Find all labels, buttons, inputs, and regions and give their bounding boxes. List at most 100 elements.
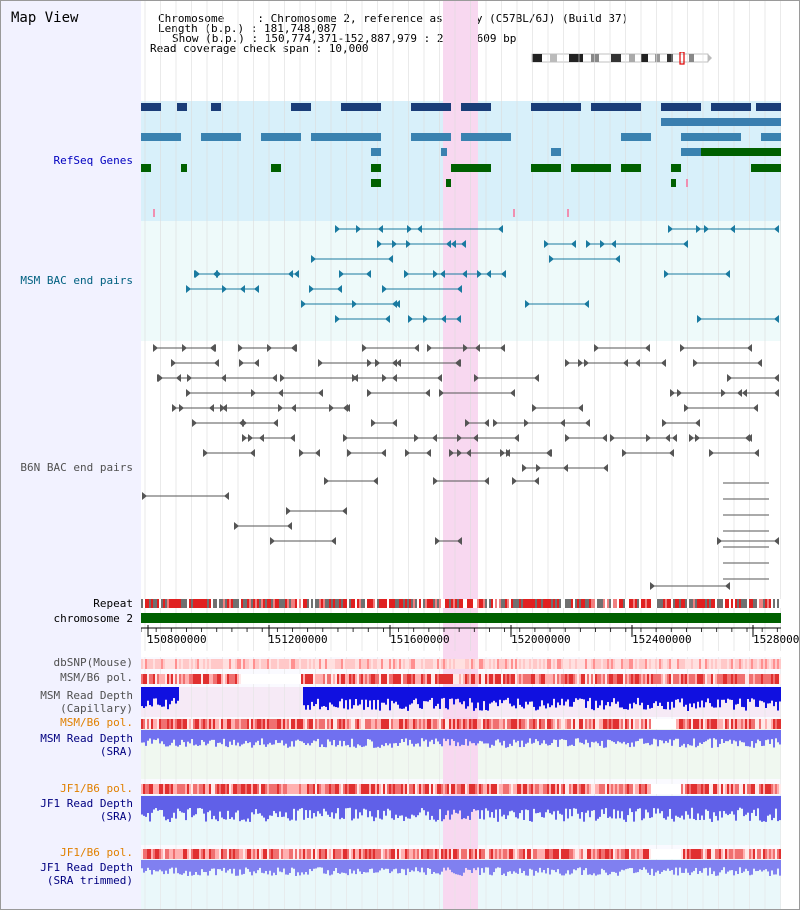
- chromosome-ideogram[interactable]: [529, 52, 715, 66]
- msm-pol-sra-heat: [449, 719, 451, 729]
- jf1-pol-heat: [169, 784, 171, 794]
- jf1-trim-depth-bar: [253, 860, 255, 872]
- msm-capillary-depth-bar: [511, 687, 513, 707]
- jf1-sra-depth-bar: [373, 796, 375, 822]
- repeat-block: [565, 599, 567, 608]
- msm-pol-sra-heat: [383, 719, 385, 729]
- dbsnp-heat: [209, 659, 211, 669]
- b6n-bac-pair-end: [220, 404, 225, 412]
- jf1-pol-heat: [275, 784, 277, 794]
- dbsnp-heat: [197, 659, 199, 669]
- msm-bac-pair-end: [423, 315, 428, 323]
- jf1-sra-depth-bar: [625, 796, 627, 822]
- jf1-sra-depth-bar: [487, 796, 489, 811]
- msm-sra-depth-bar: [599, 730, 601, 746]
- msm-pol-sra-heat: [279, 719, 281, 729]
- b6n-bac-pair-end: [414, 434, 419, 442]
- repeat-block: [507, 599, 509, 608]
- msm-pol-sra-heat: [417, 719, 419, 729]
- msm-capillary-depth-bar: [415, 687, 417, 699]
- msm-pol-sra-heat: [497, 719, 499, 729]
- jf1-pol-heat: [467, 784, 469, 794]
- jf1-pol-trim-heat: [153, 849, 155, 859]
- msm-pol-sra-heat: [419, 719, 421, 729]
- jf1-sra-depth-bar: [409, 796, 411, 819]
- jf1-sra-depth-bar: [223, 796, 225, 820]
- jf1-sra-depth-bar: [775, 796, 777, 809]
- gene-feature: [761, 133, 781, 141]
- jf1-pol-trim-heat: [693, 849, 695, 859]
- jf1-trim-depth-bar: [179, 860, 181, 875]
- msm-sra-depth-bar: [671, 730, 673, 746]
- msm-pol-heat: [687, 674, 689, 684]
- dbsnp-heat: [151, 659, 153, 669]
- dbsnp-heat: [455, 659, 457, 669]
- repeat-block: [211, 599, 213, 608]
- jf1-trim-depth-bar: [281, 860, 283, 873]
- jf1-sra-depth-bar: [647, 796, 649, 813]
- msm-sra-depth-bar: [211, 730, 213, 740]
- jf1-sra-depth-bar: [455, 796, 457, 813]
- repeat-block: [463, 599, 465, 608]
- jf1-sra-depth-bar: [649, 796, 651, 819]
- msm-capillary-depth-bar: [693, 687, 695, 704]
- repeat-block: [615, 599, 617, 608]
- msm-pol-sra-heat: [559, 719, 561, 729]
- jf1-sra-depth-bar: [723, 796, 725, 812]
- msm-capillary-depth-bar: [723, 687, 725, 700]
- jf1-trim-depth-bar: [765, 860, 767, 870]
- repeat-label: Repeat: [93, 597, 133, 610]
- jf1-pol-trim-heat: [711, 849, 713, 859]
- jf1-pol-heat: [595, 784, 597, 794]
- msm-sra-depth-bar: [411, 730, 413, 744]
- msm-capillary-depth-bar: [313, 687, 315, 707]
- jf1-trim-depth-bar: [619, 860, 621, 872]
- jf1-sra-depth-bar: [195, 796, 197, 815]
- msm-capillary-depth-bar: [691, 687, 693, 708]
- dbsnp-heat: [423, 659, 425, 669]
- jf1-trim-depth-bar: [217, 860, 219, 870]
- msm-pol-sra-heat: [455, 719, 457, 729]
- msm-sra-depth-bar: [717, 730, 719, 748]
- msm-sra-depth-bar: [337, 730, 339, 746]
- jf1-trim-depth-bar: [225, 860, 227, 873]
- jf1-trim-depth-bar: [263, 860, 265, 874]
- b6n-bac-pair-end: [331, 537, 336, 545]
- repeat-block: [537, 599, 539, 608]
- b6n-bac-pair-end: [254, 359, 259, 367]
- jf1-sra-depth-bar: [255, 796, 257, 810]
- dbsnp-heat: [317, 659, 319, 669]
- jf1-trim-depth-bar: [463, 860, 465, 873]
- dbsnp-heat: [561, 659, 563, 669]
- jf1-sra-depth-bar: [219, 796, 221, 812]
- msm-pol-heat: [495, 674, 497, 684]
- repeat-block: [153, 599, 155, 608]
- jf1-pol-heat: [399, 784, 401, 794]
- msm-pol-heat: [365, 674, 367, 684]
- dbsnp-heat: [733, 659, 735, 669]
- msm-pol-sra-heat: [337, 719, 339, 729]
- msm-pol-sra-heat: [317, 719, 319, 729]
- dbsnp-heat: [449, 659, 451, 669]
- msm-sra-depth-bar: [779, 730, 781, 745]
- jf1-trim-depth-bar: [209, 860, 211, 871]
- msm-pol-sra-heat: [249, 719, 251, 729]
- repeat-block: [351, 599, 353, 608]
- jf1-pol-heat: [329, 784, 331, 794]
- jf1-trim-depth-bar: [751, 860, 753, 875]
- msm-pol-sra-heat: [597, 719, 599, 729]
- track-plot-area[interactable]: [140, 1, 781, 909]
- jf1-sra-depth-bar: [585, 796, 587, 813]
- msm-pol-sra-heat: [647, 719, 649, 729]
- jf1-pol-heat: [703, 784, 705, 794]
- jf1-pol-trim-heat: [515, 849, 517, 859]
- repeat-block: [577, 599, 579, 608]
- repeat-block: [575, 599, 577, 608]
- msm-sra-depth-bar: [553, 730, 555, 740]
- repeat-block: [263, 599, 265, 608]
- jf1-trim-depth-bar: [227, 860, 229, 871]
- jf1-pol-heat: [165, 784, 167, 794]
- msm-capillary-depth-bar: [171, 687, 173, 701]
- msm-sra-depth-bar: [545, 730, 547, 744]
- b6n-bac-pair-end: [290, 434, 295, 442]
